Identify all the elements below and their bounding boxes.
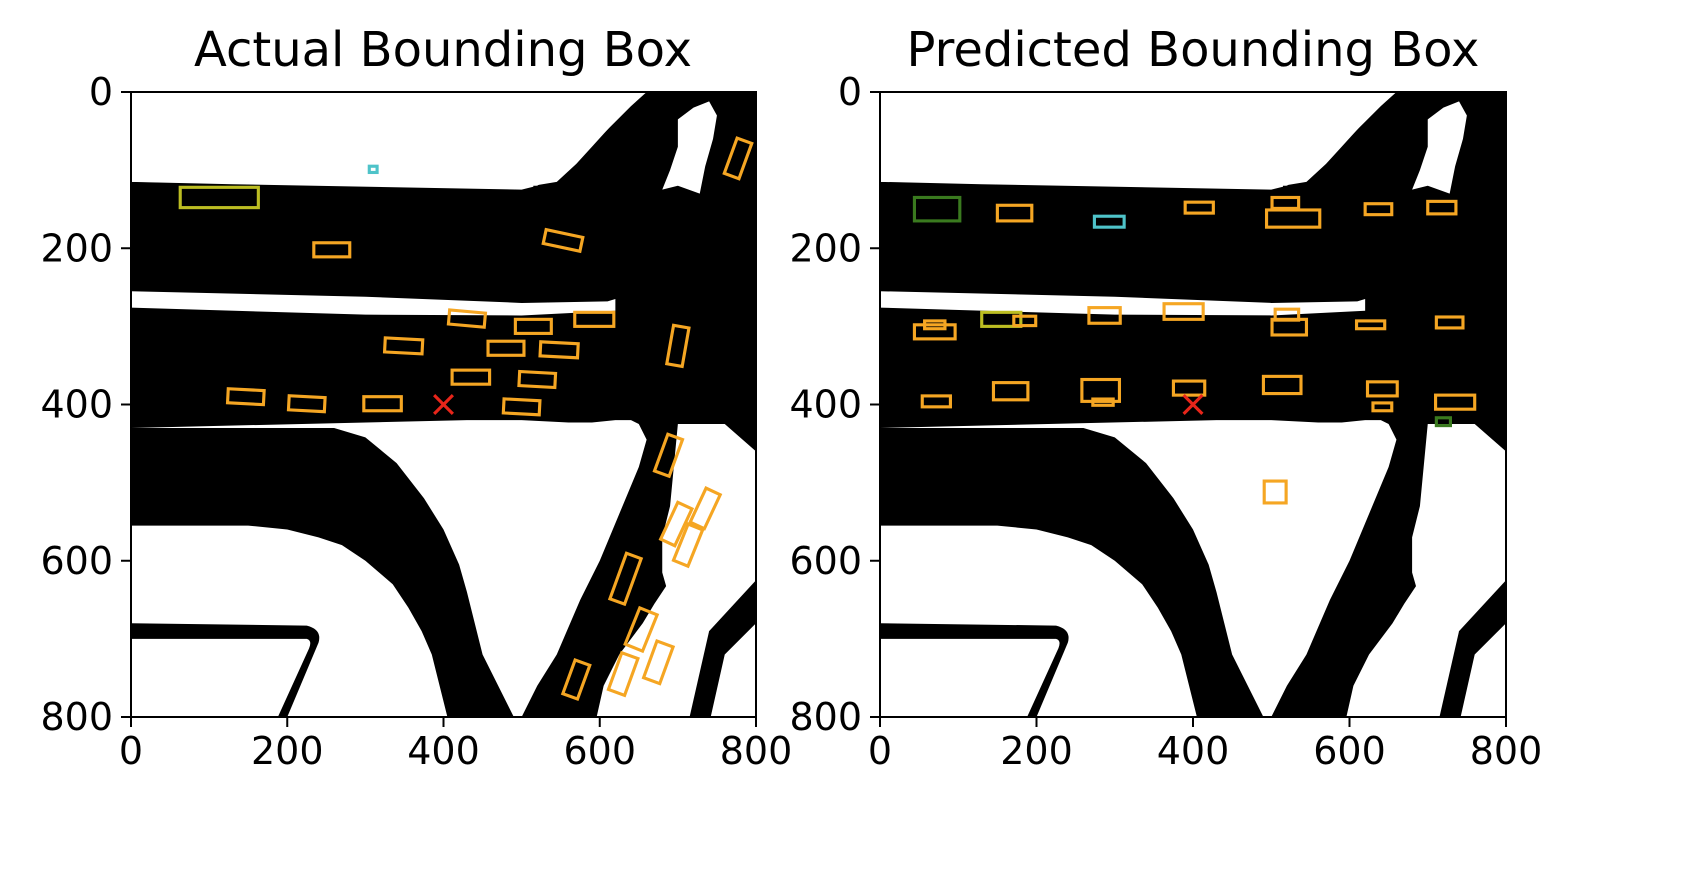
predicted-bus-box xyxy=(912,195,962,223)
actual-bounding-box-panel: Actual Bounding Box 0 200 400 600 8000200400… xyxy=(40,22,792,773)
actual-car-box xyxy=(362,395,403,413)
actual-car-box xyxy=(573,310,616,328)
predicted-car-box xyxy=(1262,479,1288,505)
actual-car-box xyxy=(538,340,580,360)
predicted-ego-x-stroke-2 xyxy=(1182,394,1204,415)
predicted-car-box xyxy=(1270,317,1309,337)
actual-car-box xyxy=(225,387,266,407)
predicted-car-box xyxy=(1371,401,1394,413)
actual-car-box xyxy=(606,650,640,698)
actual-car-box xyxy=(641,639,676,686)
predicted-y-tick-label: 600 xyxy=(789,539,862,583)
predicted-x-tick-label: 600 xyxy=(1313,729,1386,773)
predicted-car-box xyxy=(1264,208,1322,229)
predicted-car-box xyxy=(1012,314,1038,328)
predicted-y-tick-label: 400 xyxy=(789,383,862,427)
actual-car-box xyxy=(312,241,352,259)
predicted-x-tick-label: 400 xyxy=(1157,729,1230,773)
actual-car-box xyxy=(658,500,695,548)
actual-y-tick-label: 400 xyxy=(40,383,113,427)
actual-car-box xyxy=(607,551,644,607)
predicted-car-box xyxy=(995,203,1034,223)
predicted-car-box xyxy=(912,323,957,341)
predicted-car-box xyxy=(1091,397,1115,407)
predicted-car-box xyxy=(1434,315,1465,330)
actual-car-box xyxy=(513,317,553,335)
actual-pedestrian-box xyxy=(367,164,379,175)
predicted-bus-box xyxy=(1434,416,1453,428)
actual-x-tick-label: 0 xyxy=(119,729,143,773)
predicted-y-tick-label: 200 xyxy=(789,226,862,270)
actual-ego-x-stroke-2 xyxy=(433,394,454,415)
actual-car-box xyxy=(446,308,488,329)
predicted-y-tick-label: 0 xyxy=(838,70,862,114)
predicted-car-box xyxy=(1087,306,1122,325)
predicted-car-box xyxy=(1365,380,1399,398)
predicted-car-box xyxy=(1080,377,1122,403)
actual-ego-marker xyxy=(433,394,454,415)
actual-car-box xyxy=(486,339,526,357)
actual-car-box xyxy=(652,432,685,479)
actual-car-box xyxy=(664,323,691,369)
actual-car-box xyxy=(688,486,723,531)
actual-boxes-layer xyxy=(178,136,754,702)
actual-car-box xyxy=(623,605,660,654)
actual-y-tick-label: 800 xyxy=(40,695,113,739)
actual-y-tick-label: 600 xyxy=(40,539,113,583)
predicted-car-box xyxy=(1183,200,1215,215)
actual-x-tick-label: 800 xyxy=(720,729,793,773)
actual-y-tick-label: 200 xyxy=(40,226,113,270)
predicted-boxes-layer xyxy=(912,195,1477,505)
actual-x-tick-label: 600 xyxy=(563,729,636,773)
actual-car-box xyxy=(286,394,327,414)
predicted-y-tick-label: 800 xyxy=(789,695,862,739)
actual-car-box xyxy=(450,368,492,386)
actual-panel-title: Actual Bounding Box xyxy=(194,22,692,78)
actual-x-tick-label: 200 xyxy=(251,729,324,773)
actual-car-box xyxy=(382,336,425,356)
predicted-car-box xyxy=(1171,379,1207,397)
actual-map-area xyxy=(131,92,756,717)
predicted-car-box xyxy=(1426,199,1458,216)
predicted-x-tick-label: 800 xyxy=(1470,729,1543,773)
predicted-car-box xyxy=(1354,319,1387,331)
predicted-x-tick-label: 0 xyxy=(868,729,892,773)
predicted-car-box xyxy=(991,381,1030,402)
actual-y-tick-label: 0 xyxy=(89,70,113,114)
predicted-truck-box xyxy=(980,310,1023,328)
predicted-bounding-box-panel: Predicted Bounding Box 0 200 400 600 8000200… xyxy=(789,22,1542,773)
actual-x-tick-label: 400 xyxy=(407,729,480,773)
predicted-ego-marker xyxy=(1182,394,1204,415)
actual-car-box xyxy=(501,397,542,417)
actual-truck-box xyxy=(178,185,260,210)
predicted-car-box xyxy=(920,394,952,409)
predicted-panel-title: Predicted Bounding Box xyxy=(907,22,1480,78)
predicted-map-area xyxy=(880,92,1506,717)
predicted-pedestrian-box xyxy=(1092,214,1126,229)
predicted-car-box xyxy=(1434,393,1477,411)
actual-car-box xyxy=(560,657,592,702)
predicted-car-box xyxy=(1363,202,1394,217)
predicted-car-box xyxy=(1261,374,1303,396)
actual-car-box xyxy=(722,136,754,181)
actual-car-box xyxy=(671,522,705,569)
actual-car-box xyxy=(541,227,585,254)
predicted-car-box xyxy=(1162,302,1205,321)
predicted-x-tick-label: 200 xyxy=(1000,729,1073,773)
actual-car-box xyxy=(517,369,558,390)
